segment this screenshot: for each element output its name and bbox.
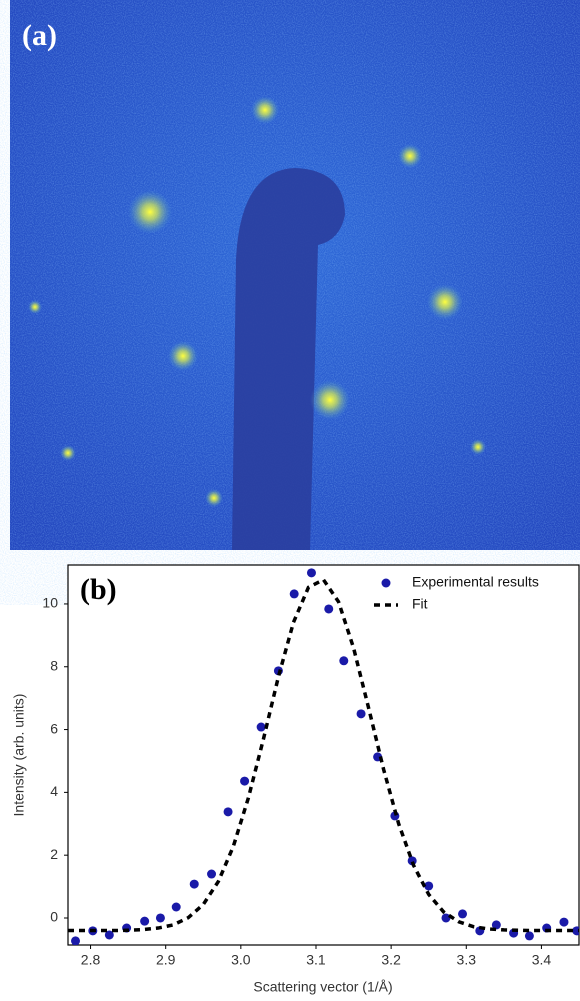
data-point [104, 930, 114, 940]
data-point [356, 709, 366, 719]
data-point [256, 722, 266, 732]
y-tick-label: 4 [50, 783, 58, 799]
plot-panel: (b) Scattering vector (1/Å) Intensity (a… [11, 564, 580, 995]
data-point [240, 776, 250, 786]
x-tick-label: 3.4 [532, 952, 552, 968]
data-point [155, 913, 165, 923]
data-point [424, 881, 434, 891]
y-tick-label: 0 [50, 909, 58, 925]
data-point [458, 909, 468, 919]
y-tick-label: 2 [50, 846, 58, 862]
y-axis-label: Intensity (arb. units) [11, 694, 27, 817]
data-point [140, 916, 150, 926]
data-point [207, 869, 217, 879]
legend-label: Experimental results [412, 574, 539, 590]
y-tick-label: 10 [42, 595, 58, 611]
data-point [524, 931, 534, 941]
legend-label: Fit [412, 596, 428, 612]
data-point [559, 917, 569, 927]
data-point [71, 936, 81, 945]
x-tick-label: 2.9 [156, 952, 176, 968]
x-tick-label: 3.1 [306, 952, 326, 968]
legend-marker [381, 578, 391, 588]
data-point [491, 920, 501, 930]
data-point [339, 656, 349, 666]
x-axis-label: Scattering vector (1/Å) [253, 979, 392, 995]
x-tick-label: 3.0 [231, 952, 251, 968]
data-point [306, 568, 316, 578]
panel-label: (b) [80, 573, 117, 606]
x-tick-label: 3.3 [457, 952, 477, 968]
diffraction-image: (a) [10, 0, 580, 550]
data-point [223, 807, 233, 817]
data-point [171, 902, 181, 912]
panel-label: (a) [22, 19, 57, 52]
plot-frame [67, 564, 580, 946]
data-point [441, 913, 451, 923]
data-point [324, 604, 334, 614]
data-point [572, 926, 579, 936]
fit-line [68, 577, 579, 933]
y-tick-label: 8 [50, 657, 58, 673]
x-tick-label: 2.8 [81, 952, 101, 968]
x-tick-label: 3.2 [381, 952, 401, 968]
data-point [289, 589, 299, 599]
y-tick-label: 6 [50, 720, 58, 736]
data-point [189, 879, 199, 889]
